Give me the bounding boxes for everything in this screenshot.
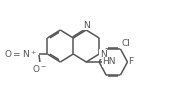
Text: F: F bbox=[128, 58, 134, 67]
Text: Cl: Cl bbox=[121, 39, 130, 48]
Text: $\mathregular{O{=}N^+}$: $\mathregular{O{=}N^+}$ bbox=[4, 48, 37, 60]
Text: N: N bbox=[83, 20, 90, 29]
Text: $\mathregular{O^-}$: $\mathregular{O^-}$ bbox=[32, 63, 47, 74]
Text: N: N bbox=[100, 49, 107, 59]
Text: HN: HN bbox=[102, 58, 116, 67]
